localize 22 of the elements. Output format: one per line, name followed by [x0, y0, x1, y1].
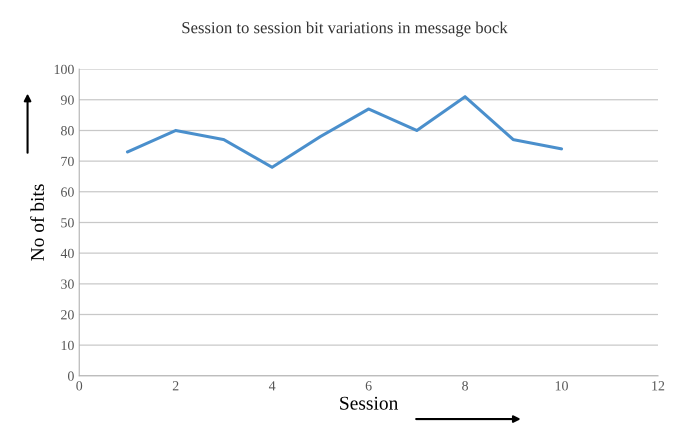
- x-axis-title: Session: [340, 396, 398, 410]
- y-tick-label: 30: [61, 279, 74, 289]
- y-tick-label: 90: [60, 95, 74, 105]
- y-tick-label: 50: [61, 218, 74, 228]
- y-tick-label: 60: [61, 187, 74, 197]
- y-tick-label: 0: [68, 371, 74, 381]
- y-tick-label: 100: [54, 64, 74, 74]
- chart-title: Session to session bit variations in message bock: [182, 22, 508, 37]
- y-tick-label: 80: [61, 126, 74, 136]
- x-tick-label: 4: [268, 381, 276, 390]
- x-tick-label: 0: [76, 381, 82, 390]
- x-tick-label: 12: [652, 381, 664, 390]
- y-tick-label: 10: [62, 340, 74, 350]
- x-tick-label: 8: [462, 381, 468, 390]
- y-tick-label: 40: [60, 248, 74, 258]
- line-series: [126, 95, 564, 169]
- y-tick-label: 70: [61, 156, 74, 166]
- x-tick-label: 2: [172, 381, 178, 390]
- y-tick-label: 20: [61, 310, 74, 320]
- x-tick-label: 6: [366, 381, 372, 390]
- y-axis-title: No of bits: [30, 184, 44, 261]
- x-tick-label: 10: [556, 381, 568, 390]
